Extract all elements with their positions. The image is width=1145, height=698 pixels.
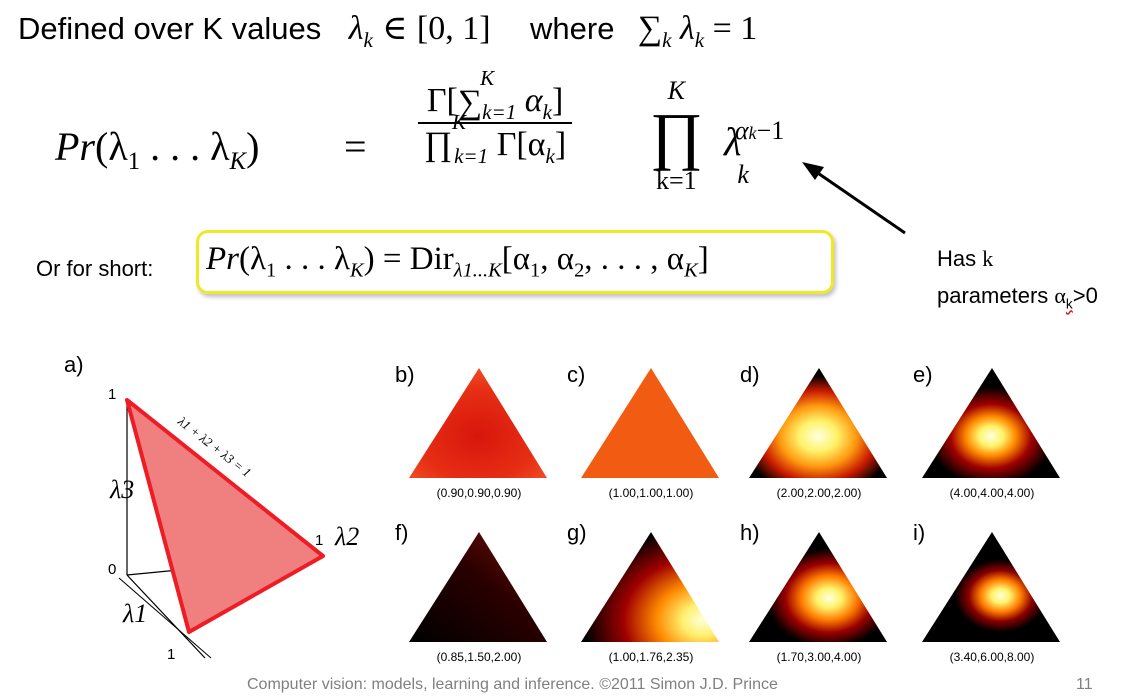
panel-e-label: e)	[913, 362, 933, 387]
panel-d-label: d)	[740, 362, 760, 387]
panel-b-caption: (0.90,0.90,0.90)	[437, 486, 522, 500]
sum-constraint: ∑k λk = 1	[637, 10, 758, 52]
fraction-denominator: ∏Kk=1 Γ[αk]	[424, 109, 567, 168]
panel-f-caption: (0.85,1.50,2.00)	[437, 650, 522, 664]
equation-lhs: Pr(λ1 . . . λK)	[55, 124, 260, 175]
panel-c-density	[581, 368, 719, 478]
panel-h-density	[749, 532, 887, 642]
axis-label-lambda3: λ3	[109, 475, 134, 504]
axis-lambda1-shadow	[118, 577, 212, 659]
panel-d-density	[749, 368, 887, 478]
panel-d-caption: (2.00,2.00,2.00)	[777, 486, 862, 500]
panel-g-label: g)	[567, 520, 587, 545]
tick-0: 0	[108, 561, 116, 578]
panel-i-density	[922, 532, 1060, 642]
shorthand-box	[196, 230, 834, 294]
shorthand-label: Or for short:	[36, 256, 154, 281]
axis-lambda1	[126, 574, 206, 659]
panel-e-caption: (4.00,4.00,4.00)	[950, 486, 1035, 500]
annotation-line-1: Has k	[937, 246, 994, 271]
simplex-triangle	[125, 398, 325, 634]
footer-credit: Computer vision: models, learning and in…	[247, 676, 778, 693]
panel-f-density	[409, 532, 547, 642]
equation-equals: =	[344, 124, 367, 169]
defined-text: Defined over K values	[18, 11, 322, 46]
panel-b-density	[409, 368, 547, 478]
panel-i-label: i)	[913, 520, 925, 545]
interval: [0, 1]	[416, 10, 491, 47]
title-line: Defined over K values λk ∈ [0, 1] where …	[18, 8, 757, 58]
shorthand-equation: Pr(λ1 . . . λK) = Dirλ1...K[α1, α2, . . …	[206, 241, 709, 282]
panel-a-label: a)	[64, 352, 84, 377]
panel-c-caption: (1.00,1.00,1.00)	[609, 486, 694, 500]
annotation-arrow	[802, 162, 906, 235]
axis-label-lambda2: λ2	[334, 522, 359, 551]
product-term: λkαk−1	[724, 116, 785, 189]
lambda-k-symbol: λk	[348, 10, 373, 52]
big-product: K ∏ k=1	[650, 76, 703, 195]
where-text: where	[530, 11, 615, 46]
in-symbol: ∈	[382, 10, 408, 47]
simplex-diagram: 1 1 1 0 λ3 λ2 λ1 λ1 + λ2 + λ3 = 1	[108, 386, 359, 663]
tick-1-bottom: 1	[167, 646, 175, 663]
panel-h-caption: (1.70,3.00,4.00)	[777, 650, 862, 664]
fraction-numerator: Γ[∑Kk=1 αk]	[418, 67, 573, 125]
panel-f-label: f)	[395, 520, 408, 545]
equation-fraction: Γ[∑Kk=1 αk] ∏Kk=1 Γ[αk]	[418, 67, 573, 168]
panel-b-label: b)	[395, 362, 415, 387]
page-number: 11	[1076, 676, 1093, 693]
panel-i-caption: (3.40,6.00,8.00)	[950, 650, 1035, 664]
panel-g-caption: (1.00,1.76,2.35)	[609, 650, 694, 664]
annotation-line-2: parameters αk>0	[937, 283, 1098, 312]
tick-1-top: 1	[108, 386, 116, 403]
density-grid: b) (0.90,0.90,0.90) c) (1.00,1.00,1.00) …	[395, 362, 1060, 664]
panel-h-label: h)	[740, 520, 760, 545]
tick-1-right: 1	[315, 532, 323, 549]
panel-c-label: c)	[567, 362, 585, 387]
panel-e-density	[922, 368, 1060, 478]
axis-label-lambda1: λ1	[122, 599, 147, 628]
panel-g-density	[581, 532, 719, 642]
